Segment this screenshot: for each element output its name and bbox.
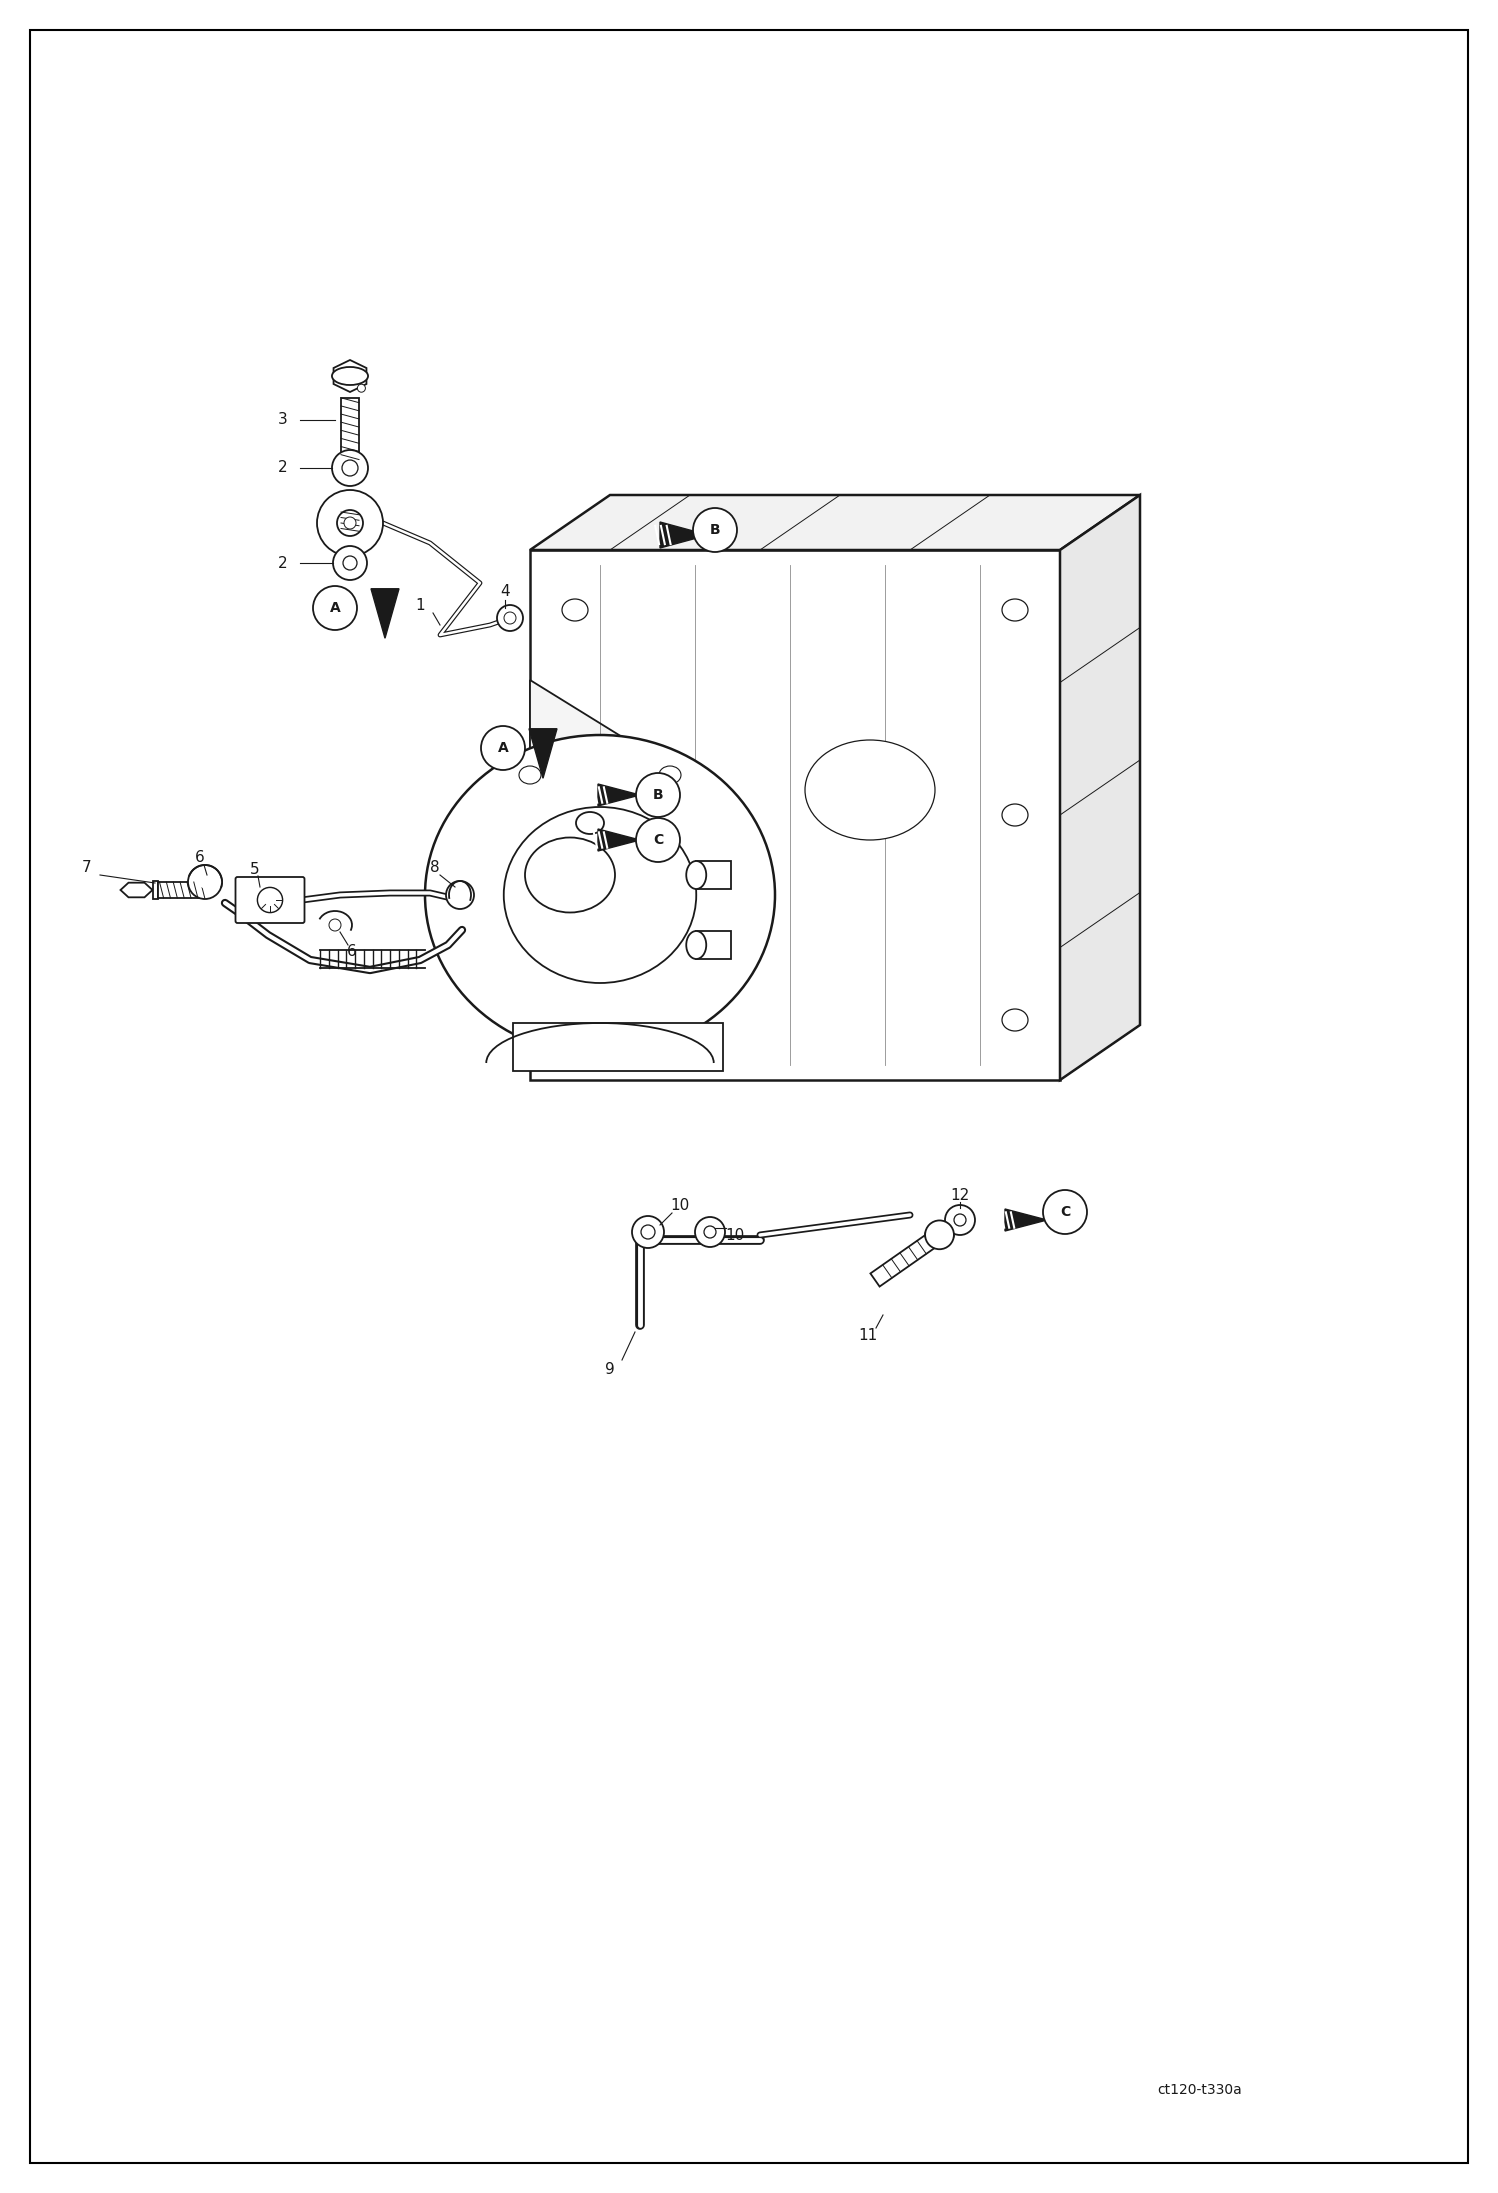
Ellipse shape bbox=[686, 862, 706, 888]
Ellipse shape bbox=[562, 1009, 589, 1031]
Circle shape bbox=[337, 511, 363, 535]
Text: 8: 8 bbox=[430, 860, 440, 875]
Circle shape bbox=[318, 489, 383, 557]
Text: C: C bbox=[1061, 1204, 1070, 1219]
Ellipse shape bbox=[1002, 599, 1028, 621]
Text: C: C bbox=[653, 833, 664, 846]
Circle shape bbox=[333, 546, 367, 579]
Text: B: B bbox=[653, 787, 664, 803]
Polygon shape bbox=[530, 496, 1140, 550]
Text: A: A bbox=[497, 741, 508, 754]
Text: 6: 6 bbox=[195, 851, 205, 866]
Circle shape bbox=[446, 882, 473, 910]
Polygon shape bbox=[529, 728, 557, 779]
Circle shape bbox=[954, 1215, 966, 1226]
Ellipse shape bbox=[562, 599, 589, 621]
Circle shape bbox=[503, 612, 515, 625]
Circle shape bbox=[637, 772, 680, 818]
Polygon shape bbox=[1061, 496, 1140, 1079]
Polygon shape bbox=[530, 680, 722, 976]
Text: 3: 3 bbox=[279, 412, 288, 428]
Text: 7: 7 bbox=[82, 860, 91, 875]
Circle shape bbox=[926, 1222, 954, 1250]
Ellipse shape bbox=[425, 735, 774, 1055]
Text: 4: 4 bbox=[500, 586, 509, 599]
Bar bbox=[342, 511, 360, 535]
Bar bbox=[157, 882, 208, 897]
Ellipse shape bbox=[333, 366, 369, 386]
Circle shape bbox=[945, 1204, 975, 1235]
Circle shape bbox=[313, 586, 357, 629]
Circle shape bbox=[345, 518, 357, 529]
Polygon shape bbox=[372, 588, 398, 638]
Text: 9: 9 bbox=[605, 1362, 614, 1377]
Ellipse shape bbox=[1002, 805, 1028, 827]
Ellipse shape bbox=[804, 739, 935, 840]
Polygon shape bbox=[1005, 1208, 1047, 1230]
Bar bbox=[697, 932, 731, 958]
Bar bbox=[697, 862, 731, 888]
Bar bbox=[342, 397, 360, 463]
Ellipse shape bbox=[659, 765, 682, 785]
Circle shape bbox=[330, 919, 342, 932]
Polygon shape bbox=[512, 1022, 722, 1070]
Text: 10: 10 bbox=[671, 1197, 689, 1213]
Text: ct120-t330a: ct120-t330a bbox=[1158, 2083, 1242, 2097]
Circle shape bbox=[343, 557, 357, 570]
Circle shape bbox=[342, 461, 358, 476]
Text: 1: 1 bbox=[415, 596, 425, 612]
Circle shape bbox=[632, 1215, 664, 1248]
Polygon shape bbox=[598, 829, 640, 851]
Circle shape bbox=[637, 818, 680, 862]
Polygon shape bbox=[530, 550, 1061, 1079]
Polygon shape bbox=[870, 1230, 941, 1287]
Circle shape bbox=[358, 384, 366, 393]
Polygon shape bbox=[598, 785, 640, 807]
Ellipse shape bbox=[503, 807, 697, 982]
Ellipse shape bbox=[524, 838, 616, 912]
Polygon shape bbox=[120, 882, 153, 897]
Text: 2: 2 bbox=[279, 555, 288, 570]
Text: 12: 12 bbox=[950, 1186, 969, 1202]
Text: 10: 10 bbox=[725, 1228, 745, 1243]
Ellipse shape bbox=[562, 805, 589, 827]
Circle shape bbox=[333, 450, 369, 487]
Text: A: A bbox=[330, 601, 340, 614]
Circle shape bbox=[695, 1217, 725, 1248]
Text: 2: 2 bbox=[279, 461, 288, 476]
FancyBboxPatch shape bbox=[235, 877, 304, 923]
Circle shape bbox=[704, 1226, 716, 1239]
Circle shape bbox=[641, 1226, 655, 1239]
Circle shape bbox=[1043, 1191, 1088, 1235]
Circle shape bbox=[497, 605, 523, 632]
Text: 11: 11 bbox=[858, 1327, 878, 1342]
Text: 6: 6 bbox=[348, 945, 357, 961]
Circle shape bbox=[189, 864, 222, 899]
Ellipse shape bbox=[1002, 1009, 1028, 1031]
Ellipse shape bbox=[926, 1224, 954, 1246]
Ellipse shape bbox=[518, 765, 541, 785]
Bar bbox=[153, 882, 157, 899]
Text: 5: 5 bbox=[250, 862, 259, 877]
Ellipse shape bbox=[686, 932, 706, 958]
Circle shape bbox=[481, 726, 524, 770]
Polygon shape bbox=[334, 360, 367, 393]
Ellipse shape bbox=[577, 811, 604, 833]
Text: B: B bbox=[710, 522, 721, 537]
Ellipse shape bbox=[198, 875, 222, 890]
Polygon shape bbox=[661, 522, 709, 548]
Circle shape bbox=[258, 888, 283, 912]
Circle shape bbox=[694, 509, 737, 553]
